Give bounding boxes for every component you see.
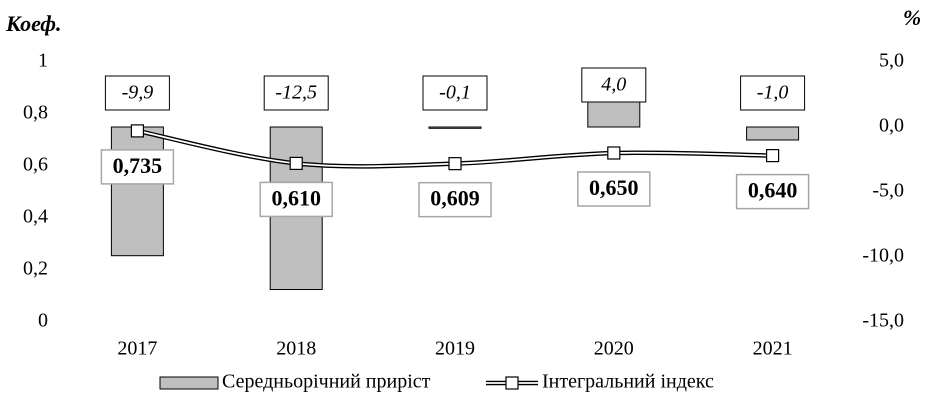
x-tick-label: 2018 <box>276 338 316 360</box>
bar-label: -0,1 <box>439 82 471 104</box>
line-label: 0,640 <box>748 178 798 203</box>
legend-label: Інтегральний індекс <box>542 371 714 393</box>
y-tick-label: 0,6 <box>23 154 48 176</box>
legend-label: Середньорічний приріст <box>222 371 431 393</box>
line-marker <box>289 156 303 170</box>
bar-label: -9,9 <box>122 82 154 104</box>
y-tick-label: 0,4 <box>23 206 48 228</box>
x-tick-label: 2019 <box>435 338 475 360</box>
line-marker <box>607 146 621 160</box>
y-axis-title: Коеф. <box>5 11 62 36</box>
bar-label: -12,5 <box>275 82 317 104</box>
x-tick-label: 2021 <box>753 338 793 360</box>
line-label: 0,650 <box>589 175 639 200</box>
y2-tick-label: 0,0 <box>879 115 904 137</box>
line-marker <box>765 149 780 163</box>
y2-tick-label: -10,0 <box>862 245 904 267</box>
bar-label-box <box>581 67 647 103</box>
line-label: 0,735 <box>113 153 163 178</box>
y2-tick-label: 5,0 <box>879 50 904 72</box>
y2-tick-label: -15,0 <box>862 310 904 332</box>
y-tick-label: 0 <box>38 310 48 332</box>
y-tick-label: 0,8 <box>23 102 48 124</box>
line-label-box <box>735 173 810 210</box>
bar-label-box <box>422 75 488 111</box>
line-marker <box>448 157 462 171</box>
line-label-box <box>418 181 492 218</box>
line-label-box <box>100 149 175 185</box>
line-label: 0,610 <box>271 185 321 210</box>
y2-tick-label: -5,0 <box>872 180 904 202</box>
x-tick-label: 2020 <box>594 338 634 360</box>
legend-marker <box>505 376 519 390</box>
bar-label: -1,0 <box>757 82 789 104</box>
line-label-box <box>259 181 333 218</box>
bar <box>428 126 482 129</box>
legend-swatch <box>159 376 219 390</box>
line-label-box <box>577 171 651 207</box>
line-marker <box>130 124 144 138</box>
bar <box>110 126 164 257</box>
bar-label-box <box>740 75 806 111</box>
x-tick-label: 2017 <box>117 338 157 360</box>
y-tick-label: 0,2 <box>23 258 48 280</box>
y-tick-label: 1 <box>38 50 48 72</box>
bar-label-box <box>263 75 329 111</box>
bar <box>746 126 800 141</box>
line-label: 0,609 <box>430 186 480 211</box>
bar-label: 4,0 <box>601 74 626 96</box>
y2-axis-title: % <box>903 5 921 30</box>
bar-label-box <box>104 75 170 111</box>
